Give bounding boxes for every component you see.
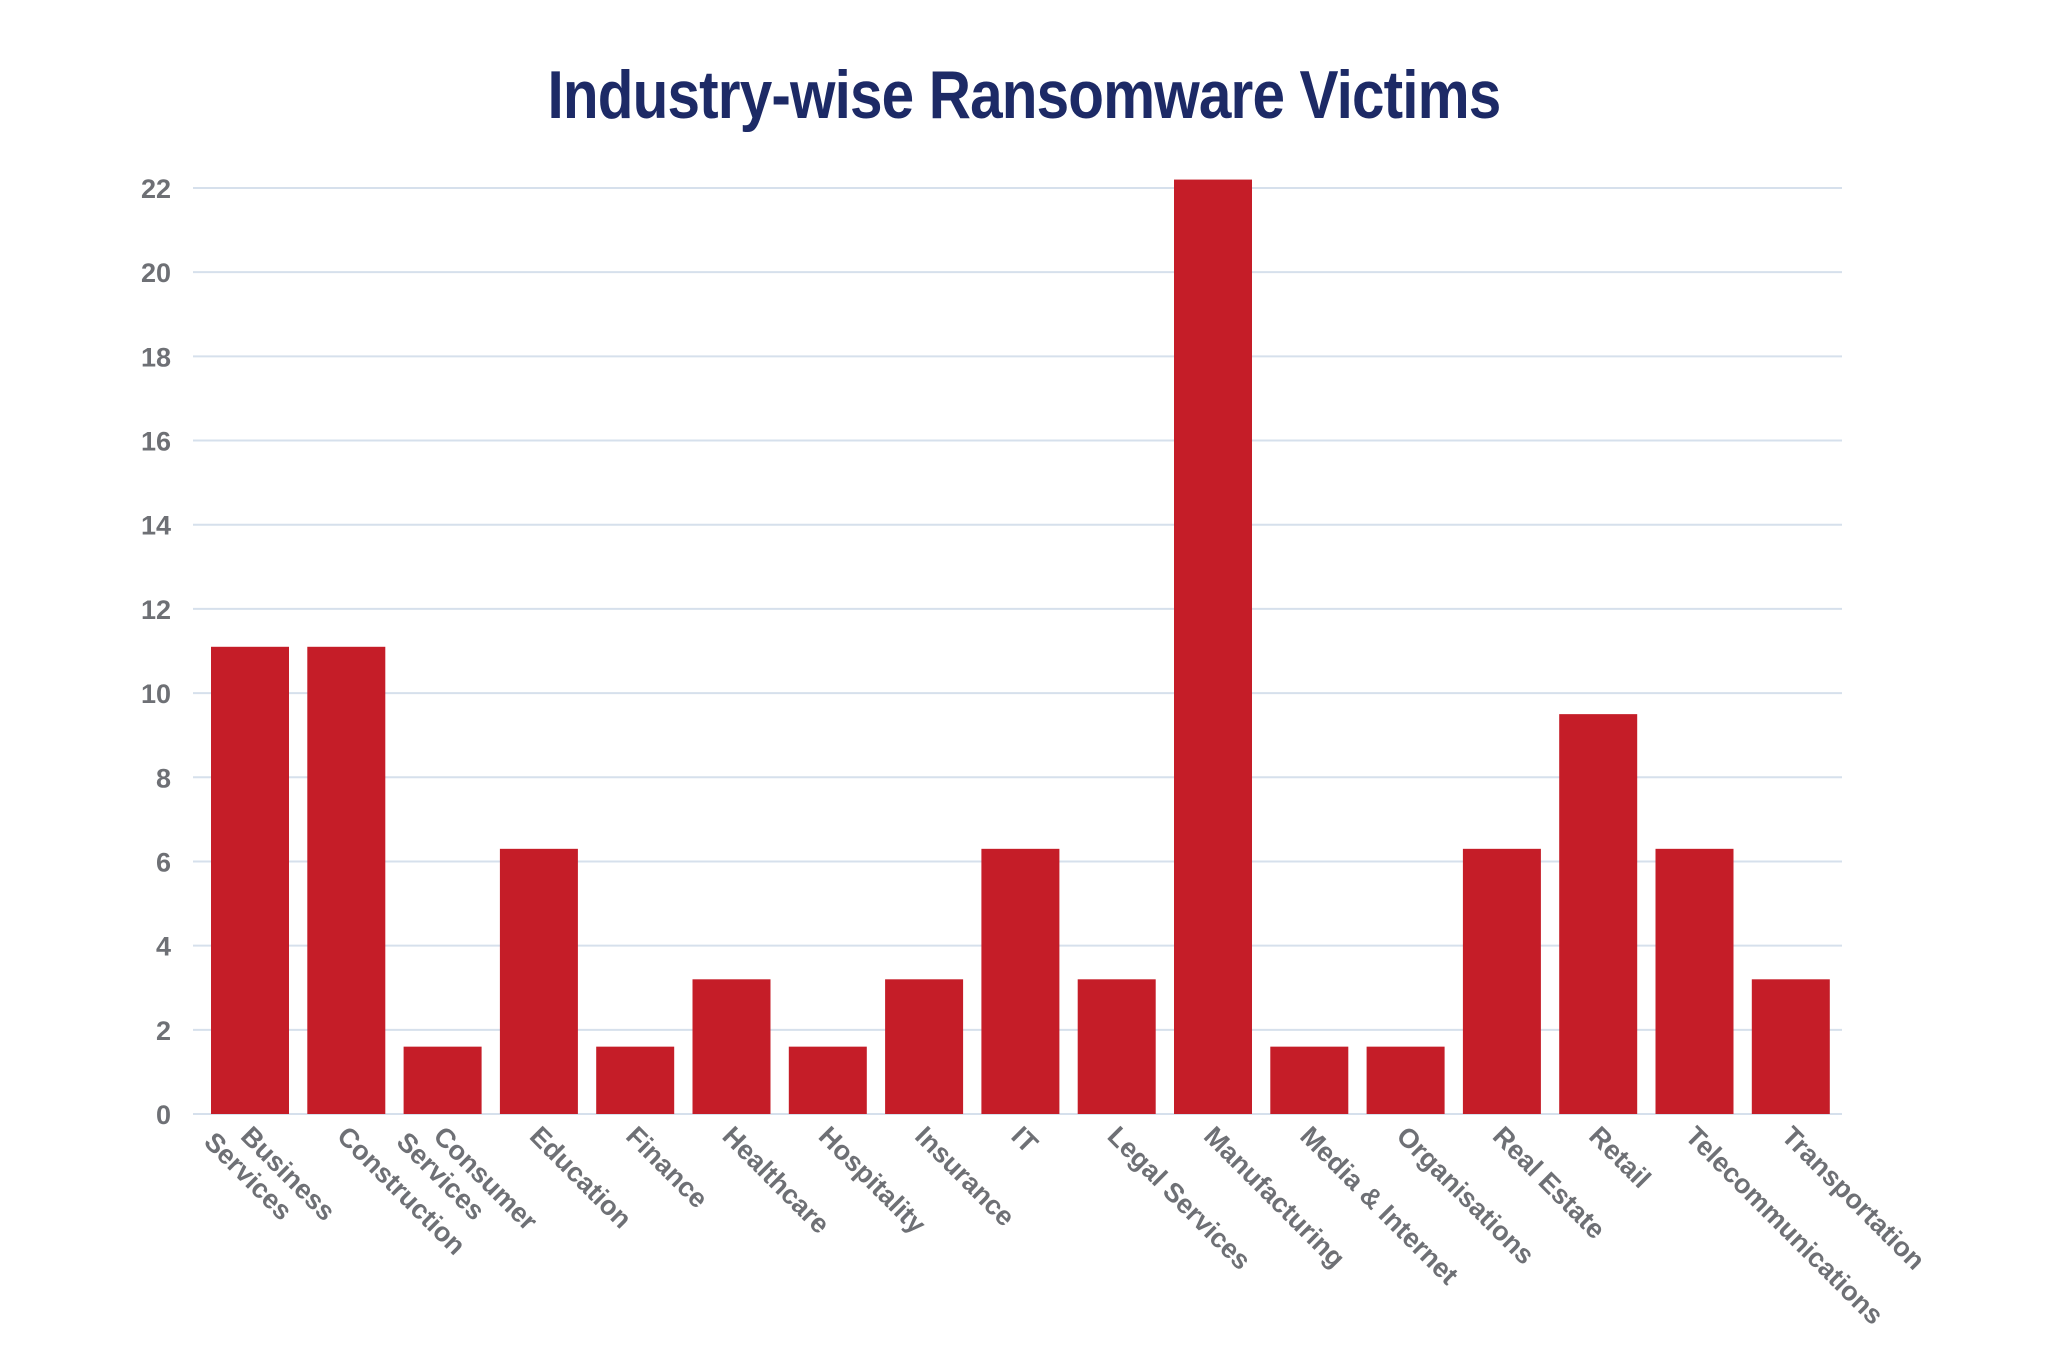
y-tick-label: 6 (156, 847, 171, 877)
y-tick-label: 0 (156, 1100, 171, 1130)
y-tick-label: 12 (141, 595, 171, 625)
bar-real-estate (1462, 848, 1541, 1114)
y-tick-label: 2 (156, 1016, 171, 1046)
y-tick-label: 16 (141, 427, 171, 457)
y-tick-label: 18 (141, 342, 171, 372)
bar-hospitality (788, 1046, 867, 1114)
x-tick-label: Finance (620, 1121, 713, 1214)
bars (211, 179, 1830, 1115)
chart-title: Industry-wise Ransomware Victims (547, 57, 1502, 133)
bar-legal-services (1077, 979, 1156, 1114)
y-tick-label: 22 (141, 174, 171, 204)
y-tick-label: 4 (156, 932, 171, 962)
x-axis-labels: BusinessServices ConstructionConsumerServ… (198, 1105, 1930, 1331)
x-tick-label: Telecommunications (1680, 1121, 1890, 1331)
bar-finance (596, 1046, 675, 1114)
y-tick-label: 20 (141, 258, 171, 288)
bar-it (981, 848, 1060, 1114)
x-tick-label: IT (1006, 1121, 1045, 1160)
y-tick-label: 10 (141, 679, 171, 709)
bar-insurance (885, 979, 964, 1114)
bar-media-internet (1270, 1046, 1349, 1114)
y-axis-ticks: 0 2 4 6 8 10 12 14 16 18 20 22 (141, 174, 171, 1130)
bar-education (499, 848, 578, 1114)
x-tick-label: BusinessServices (198, 1105, 341, 1248)
bar-retail (1559, 714, 1638, 1114)
bar-transportation (1751, 979, 1830, 1114)
bar-business-services (211, 646, 289, 1114)
bar-construction (307, 646, 386, 1114)
bar-organisations (1366, 1046, 1445, 1114)
bar-manufacturing (1174, 179, 1252, 1115)
x-tick-label: Retail (1583, 1121, 1656, 1194)
y-tick-label: 14 (141, 511, 171, 541)
y-tick-label: 8 (156, 763, 171, 793)
bar-healthcare (692, 979, 771, 1114)
bar-consumer-services (403, 1046, 482, 1114)
bar-telecommunications (1655, 848, 1734, 1114)
